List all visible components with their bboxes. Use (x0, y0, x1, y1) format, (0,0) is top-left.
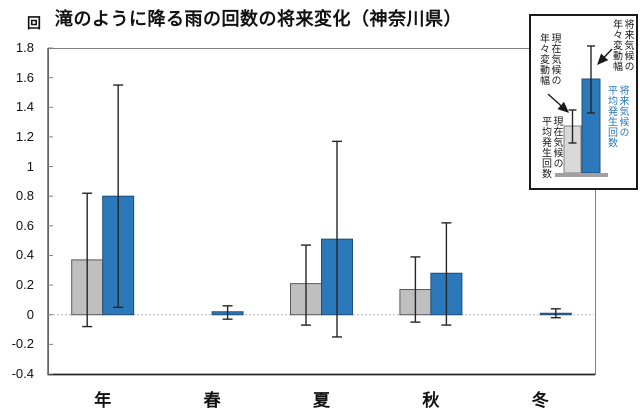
x-category-label: 春 (203, 391, 221, 410)
legend-illustration (547, 45, 613, 177)
legend-baseline (555, 173, 608, 177)
y-tick-label: 1.6 (15, 69, 34, 85)
legend-label-line: 現在気候の (551, 116, 562, 169)
x-category-label: 年 (94, 391, 112, 410)
legend-box: 現在気候の 年々変動幅 将来気候の 年々変動幅 現在気候の 平均発生回数 将来気… (529, 14, 638, 190)
y-tick-label: 1.2 (15, 128, 34, 144)
y-tick-label: 0.8 (15, 188, 34, 204)
legend-arrow-future (597, 48, 613, 66)
legend-label-line: 平均発生回数 (605, 85, 617, 148)
y-tick-label: 1.4 (15, 99, 34, 115)
legend-future-error-bar (587, 45, 595, 114)
y-tick-label: -0.4 (11, 366, 34, 381)
y-tick-label: -0.2 (11, 336, 34, 352)
legend-current-error-bar (568, 109, 577, 144)
legend-label-line: 将来気候の (622, 19, 633, 72)
y-tick-label: 0.6 (15, 217, 34, 233)
legend-label-current-mean: 現在気候の 平均発生回数 (539, 116, 563, 179)
legend-label-line: 将来気候の (617, 85, 628, 138)
legend-label-line: 平均発生回数 (539, 116, 551, 179)
chart-title: 滝のように降る雨の回数の将来変化（神奈川県） (55, 9, 462, 29)
y-tick-label: 1.8 (15, 40, 34, 55)
y-tick-label: 1 (26, 158, 34, 174)
y-tick-label: 0 (26, 306, 34, 322)
y-tick-label: 0.4 (15, 247, 34, 263)
x-category-label: 夏 (313, 391, 330, 410)
legend-label-line: 年々変動幅 (537, 33, 549, 86)
legend-label-current-variability: 現在気候の 年々変動幅 (537, 33, 561, 86)
legend-label-line: 現在気候の (549, 33, 560, 86)
legend-label-future-variability: 将来気候の 年々変動幅 (610, 19, 634, 72)
x-category-label: 冬 (531, 391, 549, 410)
legend-arrow-current (547, 93, 570, 113)
legend-label-line: 年々変動幅 (610, 19, 622, 72)
legend-label-future-mean: 将来気候の 平均発生回数 (605, 85, 629, 148)
y-tick-label: 0.2 (15, 277, 34, 293)
x-category-label: 秋 (422, 391, 440, 410)
y-axis-unit-label: 回 (27, 15, 41, 31)
